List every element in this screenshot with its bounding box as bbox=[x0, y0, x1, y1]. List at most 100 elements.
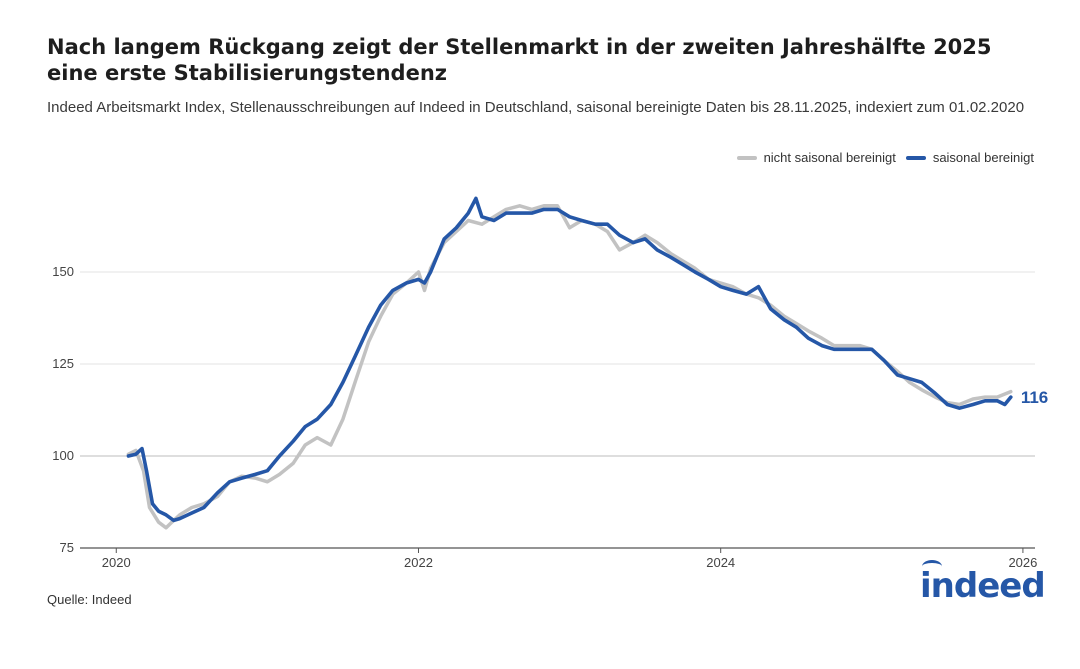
x-tick-label-2020: 2020 bbox=[102, 555, 131, 570]
point-unadjusted-37 bbox=[543, 205, 545, 207]
point-adjusted-28 bbox=[423, 282, 426, 284]
point-adjusted-65 bbox=[871, 348, 873, 351]
point-adjusted-26 bbox=[405, 282, 408, 284]
point-unadjusted-45 bbox=[644, 234, 646, 236]
point-adjusted-10 bbox=[203, 506, 205, 509]
point-unadjusted-58 bbox=[807, 330, 810, 332]
point-adjusted-55 bbox=[745, 293, 748, 295]
point-adjusted-57 bbox=[769, 308, 772, 310]
point-adjusted-49 bbox=[670, 256, 672, 259]
point-unadjusted-13 bbox=[254, 477, 257, 479]
point-unadjusted-8 bbox=[191, 506, 193, 509]
point-unadjusted-15 bbox=[278, 473, 281, 476]
point-unadjusted-71 bbox=[972, 398, 974, 400]
point-adjusted-74 bbox=[984, 400, 986, 402]
point-adjusted-51 bbox=[694, 271, 696, 273]
point-adjusted-46 bbox=[632, 241, 634, 244]
legend-item-adjusted: saisonal bereinigt bbox=[905, 150, 1034, 165]
point-adjusted-56 bbox=[757, 285, 760, 288]
point-adjusted-59 bbox=[795, 326, 798, 329]
point-unadjusted-34 bbox=[505, 208, 507, 211]
chart-legend: nicht saisonal bereinigt saisonal berein… bbox=[736, 150, 1034, 165]
point-adjusted-58 bbox=[783, 319, 785, 321]
point-adjusted-71 bbox=[946, 403, 949, 406]
point-adjusted-39 bbox=[543, 208, 545, 211]
point-unadjusted-73 bbox=[996, 396, 998, 398]
point-adjusted-70 bbox=[934, 392, 937, 395]
point-adjusted-47 bbox=[644, 238, 646, 240]
point-unadjusted-5 bbox=[165, 527, 167, 529]
point-adjusted-15 bbox=[266, 469, 269, 472]
point-adjusted-66 bbox=[883, 359, 885, 362]
point-unadjusted-49 bbox=[694, 267, 696, 270]
point-unadjusted-35 bbox=[518, 205, 521, 207]
chart-subtitle: Indeed Arbeitsmarkt Index, Stellenaussch… bbox=[47, 99, 1025, 116]
point-unadjusted-1 bbox=[135, 449, 137, 452]
point-unadjusted-60 bbox=[833, 344, 835, 347]
point-unadjusted-21 bbox=[354, 381, 356, 384]
point-adjusted-76 bbox=[1004, 403, 1006, 406]
point-adjusted-48 bbox=[656, 249, 658, 251]
point-unadjusted-56 bbox=[783, 315, 785, 318]
point-unadjusted-65 bbox=[896, 370, 899, 373]
label-layer: 75 100 125 150 2020 2022 2024 2026 116 bbox=[52, 264, 1048, 570]
point-unadjusted-4 bbox=[157, 521, 160, 523]
point-unadjusted-2 bbox=[142, 469, 145, 472]
point-adjusted-43 bbox=[594, 223, 597, 225]
point-adjusted-7 bbox=[172, 519, 175, 522]
point-unadjusted-62 bbox=[858, 344, 861, 347]
point-unadjusted-74 bbox=[1010, 390, 1012, 393]
point-adjusted-72 bbox=[958, 407, 961, 410]
point-unadjusted-47 bbox=[670, 252, 672, 255]
point-adjusted-61 bbox=[821, 344, 823, 347]
grid-layer bbox=[80, 271, 1035, 553]
point-adjusted-44 bbox=[606, 223, 609, 225]
point-unadjusted-36 bbox=[531, 208, 533, 211]
point-unadjusted-32 bbox=[481, 223, 483, 225]
point-unadjusted-42 bbox=[606, 230, 609, 233]
point-unadjusted-19 bbox=[330, 444, 332, 446]
legend-item-unadjusted: nicht saisonal bereinigt bbox=[736, 150, 896, 165]
point-adjusted-37 bbox=[518, 212, 521, 214]
point-unadjusted-66 bbox=[908, 381, 911, 384]
point-adjusted-67 bbox=[896, 374, 899, 376]
point-adjusted-11 bbox=[216, 492, 219, 494]
y-tick-label-75: 75 bbox=[60, 540, 74, 555]
point-adjusted-31 bbox=[455, 227, 458, 229]
point-unadjusted-61 bbox=[845, 344, 847, 347]
point-unadjusted-26 bbox=[417, 271, 420, 273]
point-adjusted-75 bbox=[996, 400, 998, 402]
point-adjusted-33 bbox=[475, 197, 477, 200]
point-adjusted-1 bbox=[135, 453, 137, 456]
point-adjusted-2 bbox=[141, 447, 143, 450]
point-adjusted-77 bbox=[1010, 396, 1012, 398]
point-adjusted-50 bbox=[682, 263, 684, 266]
end-value-label: 116 bbox=[1021, 388, 1048, 407]
point-adjusted-23 bbox=[367, 326, 370, 329]
legend-swatch-adjusted bbox=[905, 155, 926, 160]
point-unadjusted-16 bbox=[292, 462, 294, 465]
point-unadjusted-54 bbox=[757, 297, 760, 299]
series-line-unadjusted bbox=[126, 204, 1013, 530]
indeed-logo: indeed bbox=[920, 560, 1046, 606]
x-tick-label-2024: 2024 bbox=[706, 555, 735, 570]
point-adjusted-8 bbox=[178, 517, 181, 520]
point-unadjusted-27 bbox=[423, 289, 426, 292]
legend-label-unadjusted: nicht saisonal bereinigt bbox=[763, 150, 896, 165]
point-adjusted-36 bbox=[505, 212, 507, 214]
point-unadjusted-48 bbox=[682, 260, 684, 262]
point-unadjusted-67 bbox=[920, 389, 923, 391]
y-tick-label-100: 100 bbox=[52, 448, 74, 463]
point-unadjusted-20 bbox=[342, 418, 344, 421]
y-tick-label-125: 125 bbox=[52, 356, 74, 371]
point-adjusted-45 bbox=[618, 234, 621, 236]
point-unadjusted-43 bbox=[618, 249, 621, 251]
point-unadjusted-22 bbox=[367, 341, 370, 343]
point-adjusted-63 bbox=[845, 348, 847, 351]
point-unadjusted-18 bbox=[316, 436, 319, 439]
point-unadjusted-7 bbox=[178, 514, 181, 516]
point-adjusted-35 bbox=[493, 219, 495, 222]
point-unadjusted-33 bbox=[493, 216, 495, 218]
point-adjusted-32 bbox=[467, 212, 470, 214]
